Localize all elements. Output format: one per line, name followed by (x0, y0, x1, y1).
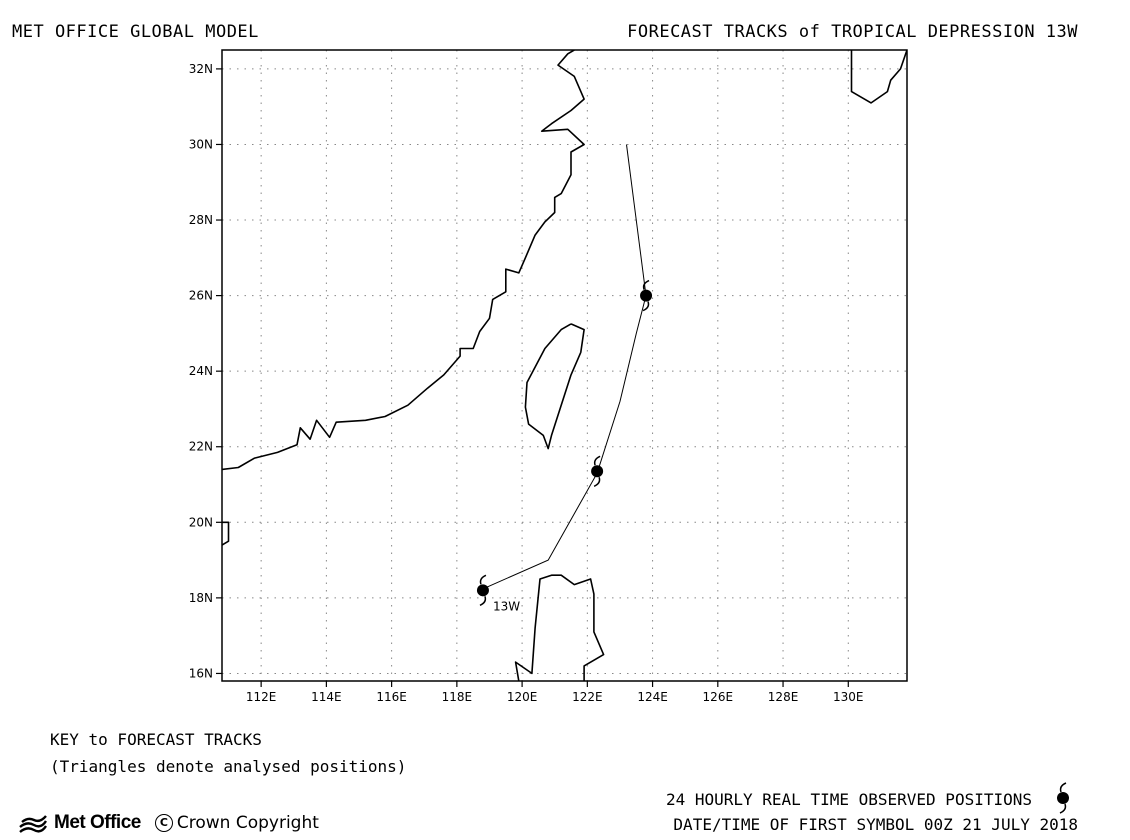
cyclone-arm-bottom (642, 301, 650, 312)
cyclone-arm-bottom (593, 477, 601, 487)
lon-tick-label: 112E (246, 690, 277, 704)
map-frame (221, 49, 908, 682)
key-note: (Triangles denote analysed positions) (50, 757, 407, 776)
observed-position-icon (640, 279, 653, 312)
cyclone-arm-top (593, 455, 601, 466)
observed-position-icon (476, 574, 489, 607)
cyclone-arm-top (479, 574, 487, 585)
key-title: KEY to FORECAST TRACKS (50, 730, 262, 749)
legend-cyclone-symbol-icon (1057, 782, 1069, 814)
lat-tick-label: 26N (189, 289, 213, 303)
lon-tick-label: 114E (311, 690, 342, 704)
lat-tick-label: 18N (189, 591, 213, 605)
lat-tick-label: 20N (189, 515, 213, 529)
cyclone-core (640, 289, 653, 302)
first-symbol-datetime: DATE/TIME OF FIRST SYMBOL 00Z 21 JULY 20… (673, 815, 1078, 834)
met-office-logo-icon (19, 815, 48, 833)
lon-tick-label: 116E (376, 690, 407, 704)
coastline-luzon (514, 574, 605, 681)
copyright-icon: C (154, 814, 173, 832)
copyright-text: Crown Copyright (176, 813, 319, 833)
lon-tick-label: 126E (703, 690, 734, 704)
model-title: MET OFFICE GLOBAL MODEL (12, 22, 259, 42)
lon-tick-label: 122E (572, 690, 603, 704)
lat-tick-label: 30N (189, 137, 213, 151)
cyclone-arm-top (642, 279, 650, 290)
lat-tick-label: 16N (189, 666, 213, 680)
coastline-kyushu (850, 50, 907, 104)
cyclone-symbol-icon (1057, 782, 1069, 814)
coastline-taiwan (524, 323, 585, 450)
lat-tick-label: 22N (189, 440, 213, 454)
forecast-title: FORECAST TRACKS of TROPICAL DEPRESSION 1… (627, 22, 1078, 42)
lat-tick-label: 32N (189, 62, 213, 76)
lon-tick-label: 130E (833, 690, 864, 704)
observed-positions-label: 24 HOURLY REAL TIME OBSERVED POSITIONS (665, 790, 1032, 809)
lon-tick-label: 120E (507, 690, 538, 704)
cyclone-core (591, 465, 604, 478)
lat-tick-label: 24N (189, 364, 213, 378)
coastline-china (222, 50, 585, 471)
coastline-hainan (222, 521, 230, 546)
met-office-branding: Met Office C Crown Copyright (18, 812, 319, 834)
cyclone-arm-bottom (1059, 803, 1067, 814)
lon-tick-label: 118E (442, 690, 473, 704)
cyclone-core (1057, 792, 1069, 804)
lon-tick-label: 128E (768, 690, 799, 704)
lat-tick-label: 28N (189, 213, 213, 227)
map-grid (222, 50, 907, 681)
cyclone-arm-bottom (479, 596, 487, 607)
coastlines (222, 50, 907, 681)
storm-id-label: 13W (493, 599, 520, 613)
cyclone-arm-top (1059, 782, 1067, 793)
observed-position-icon (591, 455, 604, 487)
met-office-logo-text: Met Office (54, 812, 141, 833)
forecast-track-line (479, 144, 647, 591)
lon-tick-label: 124E (637, 690, 668, 704)
axis-ticks: 32N 30N 28N 26N 24N 22N 20N 18N 16N 112E 114E 116E 1… (189, 62, 864, 704)
forecast-track-layer: 13W (476, 144, 653, 613)
cyclone-core (476, 584, 489, 597)
copyright: C Crown Copyright (154, 813, 319, 833)
